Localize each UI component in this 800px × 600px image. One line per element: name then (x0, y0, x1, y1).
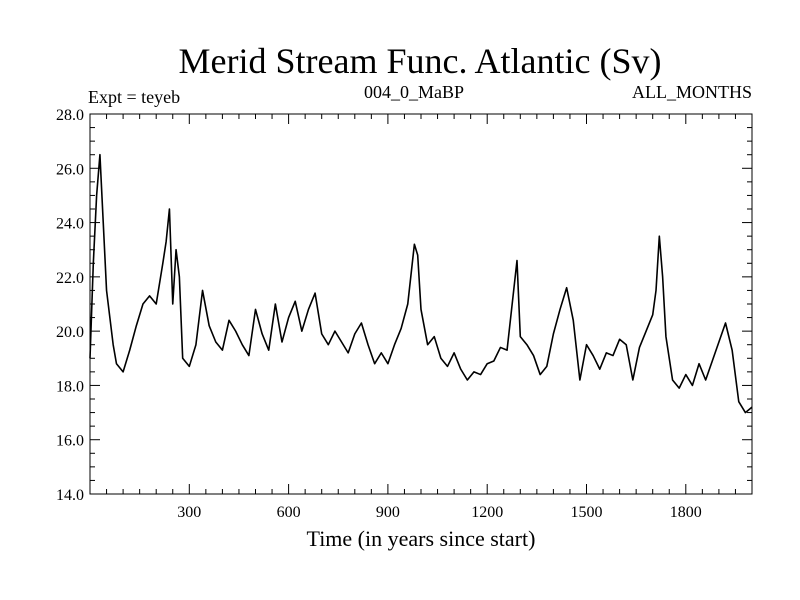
x-tick-label: 1200 (471, 504, 503, 521)
x-tick-label: 900 (376, 504, 400, 521)
x-axis-label: Time (in years since start) (307, 526, 536, 551)
x-axis: 300 600 900 1200 1500 1800 (106, 114, 736, 521)
x-tick-label: 300 (177, 504, 201, 521)
x-tick-label: 1500 (571, 504, 603, 521)
y-axis: 14.0 16.0 18.0 20.0 22.0 24.0 26.0 28.0 (56, 107, 752, 504)
series-layer (89, 153, 753, 414)
x-tick-label: 1800 (670, 504, 702, 521)
chart-title: Merid Stream Func. Atlantic (Sv) (179, 41, 662, 81)
y-tick-label: 16.0 (56, 433, 84, 450)
subtitle-center: 004_0_MaBP (364, 82, 464, 102)
y-tick-label: 28.0 (56, 107, 84, 124)
x-tick-label: 600 (277, 504, 301, 521)
y-tick-label: 22.0 (56, 270, 84, 287)
subtitle-right: ALL_MONTHS (632, 82, 752, 102)
subtitle-left: Expt = teyeb (88, 87, 180, 107)
y-tick-label: 18.0 (56, 378, 84, 395)
y-tick-label: 26.0 (56, 161, 84, 178)
y-tick-label: 24.0 (56, 216, 84, 233)
y-tick-label: 20.0 (56, 324, 84, 341)
y-tick-label: 14.0 (56, 487, 84, 504)
series-line (89, 153, 753, 414)
